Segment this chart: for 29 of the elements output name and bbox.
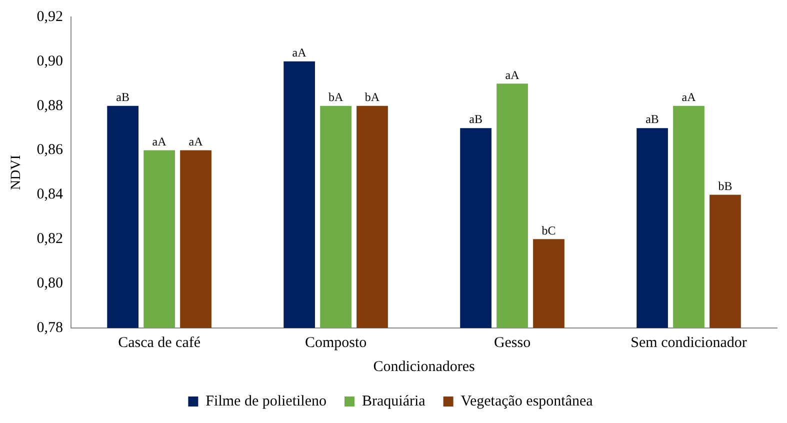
y-tick-label: 0,92 (36, 8, 64, 25)
y-tick-label: 0,82 (36, 231, 64, 248)
data-label: bB (718, 178, 732, 193)
data-label: aB (116, 90, 130, 104)
y-axis-title: NDVI (9, 154, 24, 190)
legend-label: Braquiária (362, 393, 426, 410)
data-label: aA (152, 134, 167, 148)
data-label: aB (469, 112, 482, 126)
data-label: bA (364, 90, 380, 104)
data-label: aA (505, 68, 520, 82)
x-tick-label: Casca de café (118, 334, 201, 351)
data-label: aA (682, 90, 696, 104)
data-label: aA (188, 134, 204, 148)
x-axis-title: Condicionadores (373, 358, 476, 375)
x-tick-label: Composto (304, 334, 367, 351)
y-tick-label: 0,78 (36, 320, 64, 336)
x-tick-label: Gesso (494, 334, 531, 351)
legend-label: Filme de polietileno (206, 393, 327, 410)
x-tick-label: Sem condicionador (630, 334, 747, 351)
y-tick-label: 0,90 (36, 53, 64, 70)
data-label: aA (292, 46, 307, 60)
data-label: aB (646, 112, 659, 126)
y-tick-label: 0,80 (36, 276, 64, 292)
data-label: bC (542, 223, 556, 238)
y-tick-label: 0,84 (36, 186, 64, 203)
data-label: bA (328, 90, 344, 104)
y-tick-label: 0,88 (36, 98, 64, 114)
legend-label: Vegetação espontânea (460, 393, 594, 410)
y-tick-label: 0,86 (36, 142, 64, 158)
